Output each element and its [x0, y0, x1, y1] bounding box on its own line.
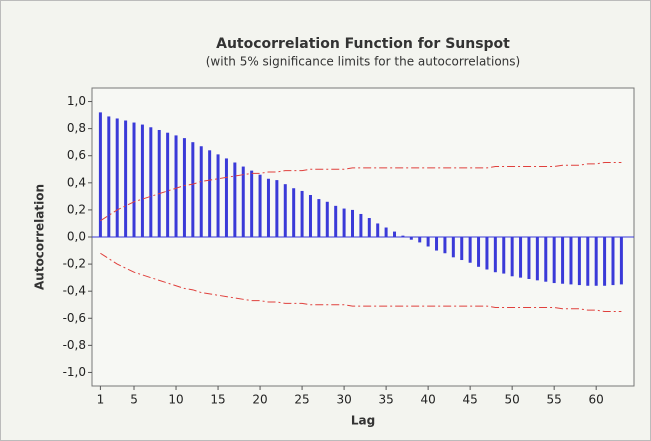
- acf-bar: [493, 237, 497, 273]
- x-tick-label: 1: [97, 393, 105, 407]
- x-tick-label: 15: [210, 393, 225, 407]
- acf-bar: [527, 237, 531, 279]
- x-tick-label: 50: [505, 393, 520, 407]
- acf-bar: [401, 235, 405, 237]
- x-tick-label: 10: [168, 393, 183, 407]
- x-tick-label: 20: [252, 393, 267, 407]
- acf-bar: [451, 237, 455, 258]
- acf-bar: [519, 237, 523, 278]
- acf-bar: [166, 132, 170, 237]
- acf-bar: [241, 166, 245, 237]
- acf-bar: [275, 180, 279, 237]
- acf-bar: [266, 178, 270, 237]
- acf-bar: [115, 118, 119, 237]
- y-tick-label: 0,6: [67, 148, 86, 162]
- acf-bar: [334, 205, 338, 237]
- acf-bar: [535, 237, 539, 281]
- y-tick-label: 0,2: [67, 202, 86, 216]
- acf-bar: [468, 237, 472, 263]
- acf-bar: [569, 237, 573, 285]
- acf-bar: [174, 135, 178, 237]
- x-tick-label: 45: [462, 393, 477, 407]
- acf-bar: [485, 237, 489, 270]
- acf-bar: [552, 237, 556, 284]
- acf-bar: [233, 162, 237, 237]
- y-axis-label: Autocorrelation: [33, 184, 47, 290]
- acf-bar: [317, 199, 321, 237]
- acf-bar: [292, 188, 296, 237]
- significance-limit: [100, 162, 622, 222]
- chart-title: Autocorrelation Function for Sunspot: [216, 36, 510, 52]
- acf-bar: [199, 146, 203, 237]
- acf-bar: [477, 237, 481, 267]
- chart-subtitle: (with 5% significance limits for the aut…: [206, 55, 520, 69]
- acf-bar: [98, 112, 102, 237]
- x-tick-label: 30: [336, 393, 351, 407]
- acf-bar: [384, 227, 388, 237]
- acf-bar: [208, 150, 212, 237]
- acf-bar: [409, 237, 413, 240]
- acf-bar: [502, 237, 506, 274]
- acf-bar: [342, 208, 346, 237]
- acf-bar: [376, 223, 380, 237]
- x-tick-label: 35: [378, 393, 393, 407]
- acf-bar: [258, 174, 262, 237]
- acf-bar: [224, 158, 228, 237]
- x-tick-label: 55: [547, 393, 562, 407]
- y-tick-label: 0,4: [67, 175, 86, 189]
- acf-bar: [132, 122, 136, 237]
- acf-bar: [426, 237, 430, 247]
- acf-bar: [443, 237, 447, 254]
- acf-bar: [124, 120, 128, 237]
- y-tick-label: 1,0: [67, 94, 86, 108]
- acf-bar: [325, 201, 329, 237]
- acf-bar: [191, 142, 195, 237]
- acf-bar: [350, 209, 354, 237]
- acf-bar: [107, 116, 111, 237]
- x-axis-label: Lag: [351, 414, 375, 428]
- acf-bar: [283, 184, 287, 237]
- acf-bar: [140, 124, 144, 237]
- acf-bar: [418, 237, 422, 243]
- acf-bar: [586, 237, 590, 286]
- x-tick-label: 40: [420, 393, 435, 407]
- acf-bar: [544, 237, 548, 282]
- y-tick-label: -0,6: [63, 311, 86, 325]
- x-tick-label: 5: [130, 393, 138, 407]
- y-tick-label: 0,8: [67, 121, 86, 135]
- y-tick-label: -1,0: [63, 365, 86, 379]
- acf-bar: [577, 237, 581, 286]
- acf-bar: [393, 231, 397, 237]
- acf-bar: [250, 170, 254, 237]
- acf-bar: [300, 190, 304, 237]
- acf-bar: [367, 218, 371, 237]
- acf-bar: [594, 237, 598, 286]
- acf-bar: [435, 237, 439, 251]
- acf-bar: [603, 237, 607, 286]
- acf-bar: [308, 195, 312, 237]
- y-tick-label: 0,0: [67, 230, 86, 244]
- significance-limit: [100, 252, 622, 312]
- acf-bar: [460, 237, 464, 261]
- x-tick-label: 25: [294, 393, 309, 407]
- y-tick-label: -0,2: [63, 257, 86, 271]
- acf-bar: [157, 129, 161, 237]
- acf-bar: [216, 154, 220, 237]
- acf-bar: [182, 138, 186, 237]
- acf-bar: [561, 237, 565, 284]
- y-tick-label: -0,4: [63, 284, 86, 298]
- acf-bar: [611, 237, 615, 286]
- acf-bar: [619, 237, 623, 285]
- y-tick-label: -0,8: [63, 338, 86, 352]
- acf-bar: [149, 127, 153, 237]
- acf-bar: [510, 237, 514, 277]
- x-tick-label: 60: [589, 393, 604, 407]
- acf-bar: [359, 213, 363, 237]
